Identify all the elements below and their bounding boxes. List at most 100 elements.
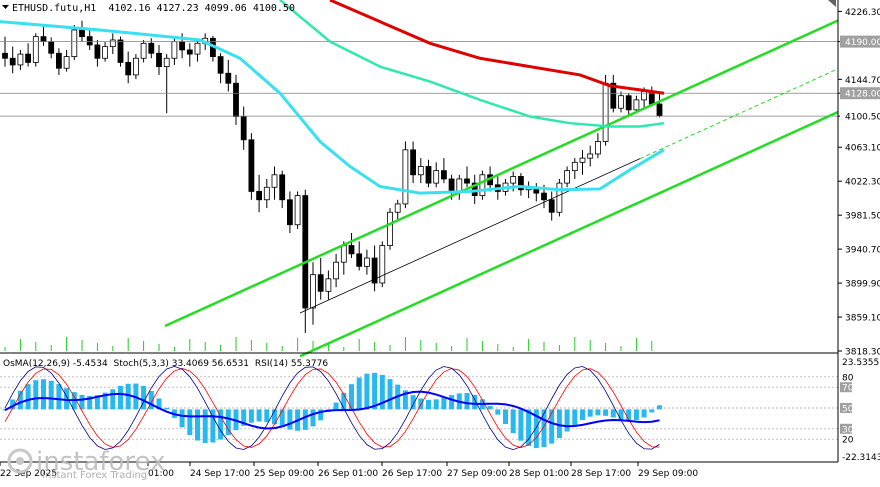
osma-bar <box>387 379 393 410</box>
candle-body <box>433 170 440 184</box>
osma-bar <box>649 409 655 413</box>
watermark-tagline: Instant Forex Trading <box>42 470 147 481</box>
candle-body <box>541 192 547 201</box>
candle-body <box>117 39 124 63</box>
osma-bar <box>25 384 31 410</box>
candle-body <box>325 278 332 292</box>
osma-bar <box>41 379 46 410</box>
osma-bar <box>526 409 532 446</box>
candle-body <box>440 170 447 180</box>
price-tick-label: 4128.00 <box>845 90 880 100</box>
candle-body <box>17 53 24 66</box>
price-tick-label: 4144.70 <box>845 76 880 86</box>
osma-bar <box>318 409 324 421</box>
price-tick-label: 3818.30 <box>845 348 880 358</box>
time-tick-label: 26 Sep 17:00 <box>382 469 442 479</box>
price-tick-label: 4226.30 <box>845 8 880 18</box>
osma-label: OsMA(12,26,9) -5.4534 <box>3 359 108 369</box>
osma-bar <box>333 402 339 410</box>
osma-bar <box>503 409 508 425</box>
candle-body <box>625 95 632 111</box>
osma-bar <box>218 409 224 440</box>
osma-bar <box>518 409 524 441</box>
candle-body <box>602 82 609 142</box>
osma-bar <box>549 409 555 444</box>
indicator-level-label: 80 <box>842 373 854 383</box>
osma-bar <box>79 394 85 410</box>
candle-body <box>225 72 232 84</box>
candle-body <box>425 166 432 184</box>
price-tick-label: 4100.50 <box>845 113 880 123</box>
osma-bar <box>210 409 216 443</box>
osma-bar <box>248 409 254 423</box>
osma-bar <box>141 385 147 410</box>
osma-bar <box>372 372 378 410</box>
osma-bar <box>564 409 570 432</box>
candle-body <box>410 149 417 176</box>
candle-body <box>9 57 16 66</box>
candle-body <box>248 139 255 192</box>
osma-bar <box>179 409 185 428</box>
candle-body <box>56 52 62 69</box>
price-tick-label: 4190.00 <box>845 38 880 48</box>
indicator-level-label: 20 <box>842 436 854 446</box>
price-axis: 4226.30 4190.00 4144.70 4128.00 4100.50 4063.… <box>838 8 880 358</box>
price-tick-label: 3940.70 <box>845 246 880 256</box>
osma-bar <box>510 409 516 434</box>
osma-bar <box>418 398 424 410</box>
instaforex-logo-icon <box>7 448 33 474</box>
osma-bar <box>33 380 39 410</box>
candle-body <box>63 56 70 69</box>
candle-body <box>356 253 363 267</box>
price-label-box <box>840 110 880 123</box>
candle-body <box>125 62 132 76</box>
candle-body <box>294 195 301 226</box>
time-tick-label: 01:00 <box>148 469 174 479</box>
chart-shift-marker-icon[interactable] <box>828 0 836 7</box>
candle-body <box>102 46 108 59</box>
channel-middle-extension <box>639 68 839 160</box>
candle-body <box>379 245 386 284</box>
indicator-level-label: 70 <box>842 384 854 394</box>
candle-body <box>417 166 424 176</box>
candle-body <box>132 57 139 76</box>
channel-middle-line <box>299 158 641 314</box>
osma-bar <box>94 395 100 410</box>
rsi-label: RSI(14) 55.3776 <box>255 359 328 369</box>
time-axis: 22 Sep 2025 01:00 24 Sep 17:00 25 Sep 09:00… <box>0 462 698 479</box>
candle-body <box>564 170 570 184</box>
osma-bar <box>495 409 501 415</box>
osma-bar <box>657 405 662 410</box>
candle-body <box>79 29 85 38</box>
candle-body <box>363 257 370 267</box>
candle-body <box>548 199 555 213</box>
candle-body <box>25 53 32 63</box>
channel-upper-line <box>164 19 839 328</box>
osma-bar <box>349 384 354 410</box>
osma-bar <box>187 409 193 436</box>
time-tick-label: 28 Sep 01:00 <box>509 469 569 479</box>
candle-body <box>633 99 640 111</box>
candle-body <box>618 95 624 109</box>
symbol-name: ETHUSD.futu,H1 <box>12 3 96 14</box>
candle-body <box>340 245 347 263</box>
price-tick-label: 3981.50 <box>845 212 880 222</box>
candle-body <box>179 41 186 51</box>
osma-bar <box>341 392 347 410</box>
dropdown-arrow-icon[interactable] <box>2 5 9 9</box>
ohlc-values: 4102.16 4127.23 4099.06 4100.50 <box>108 3 295 14</box>
osma-bar <box>441 397 447 410</box>
candle-body <box>310 274 316 309</box>
candle-body <box>94 44 101 59</box>
price-pane <box>0 0 839 358</box>
candle-body <box>271 174 278 188</box>
candle-body <box>233 82 239 117</box>
candle-body <box>217 56 224 74</box>
candle-body <box>186 49 193 55</box>
candle-body <box>587 153 594 159</box>
candle-body <box>641 91 647 101</box>
candle-body <box>610 82 617 109</box>
svg-text:ETHUSD.futu,H1 4102.16: ETHUSD.futu,H1 4102.16 4127.23 4099.06 4… <box>12 3 295 14</box>
